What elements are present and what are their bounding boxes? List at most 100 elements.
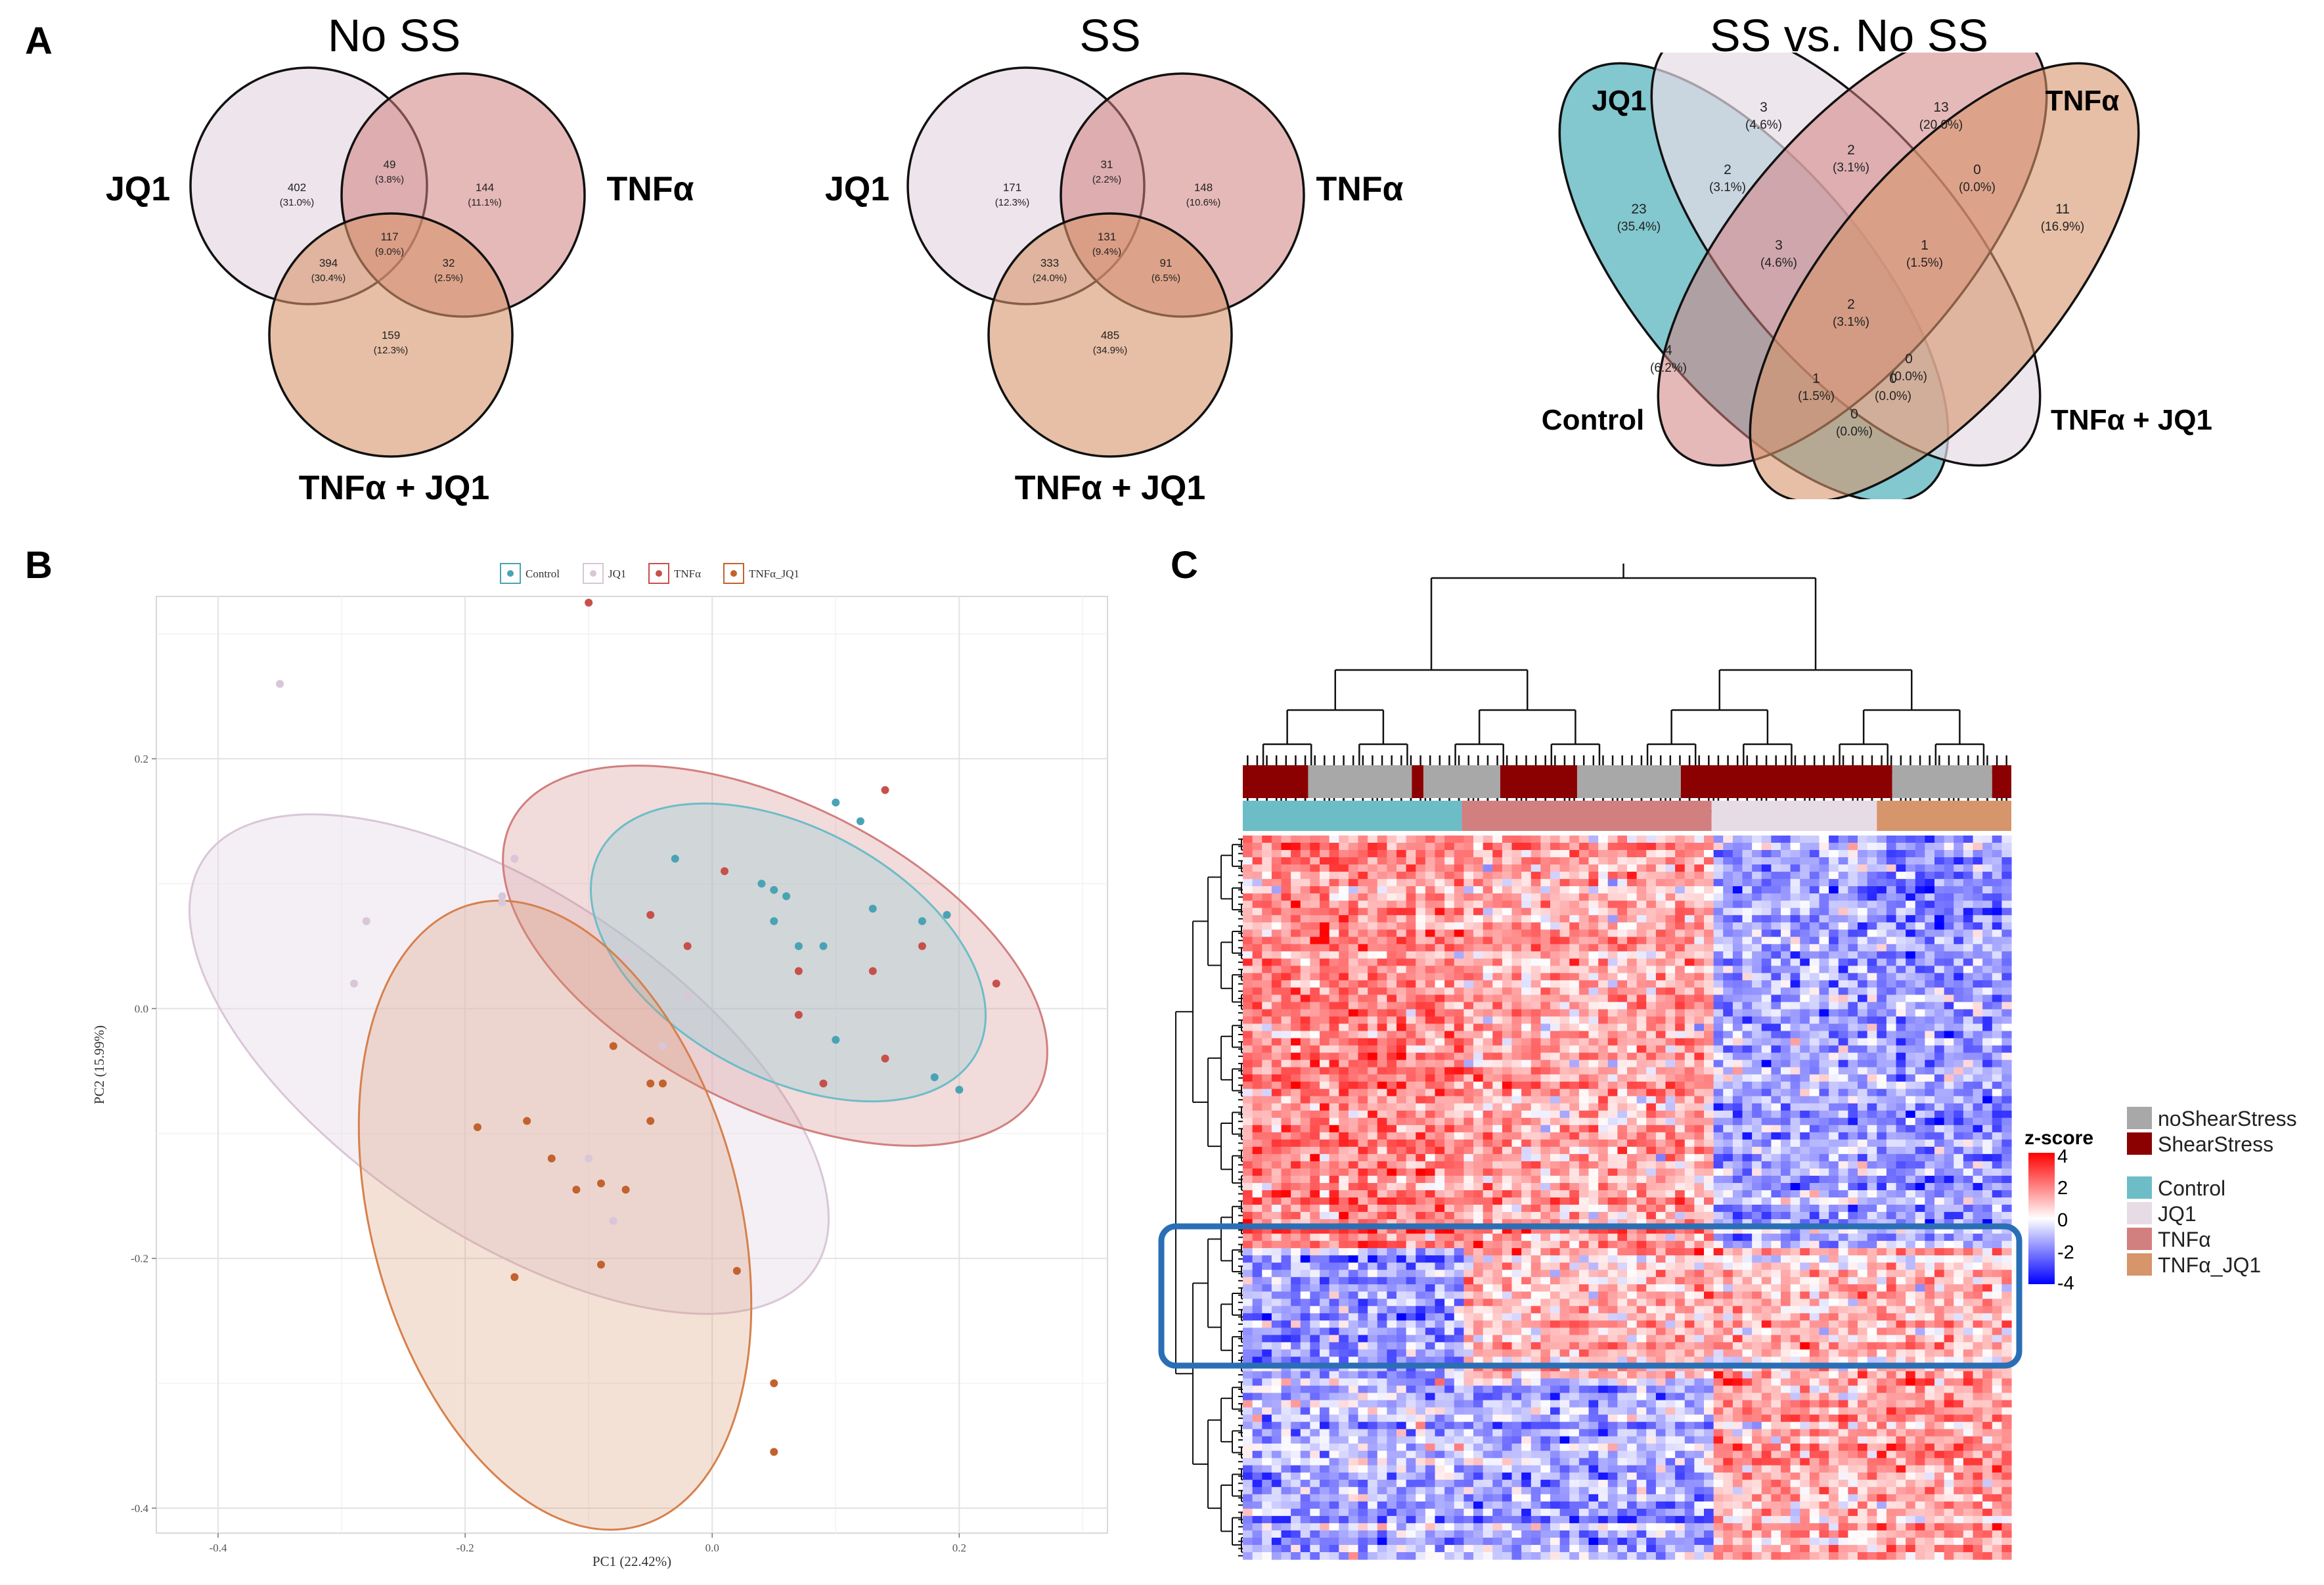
heatmap-cell	[1732, 893, 1743, 901]
heatmap-cell	[1559, 966, 1570, 973]
heatmap-cell	[1252, 1088, 1263, 1097]
heatmap-cell	[1982, 908, 1993, 916]
heatmap-cell	[1886, 994, 1897, 1003]
heatmap-cell	[1550, 1052, 1561, 1061]
heatmap-cell	[1559, 857, 1570, 865]
heatmap-cell	[1771, 1002, 1781, 1010]
heatmap-cell	[1569, 1153, 1580, 1162]
heatmap-cell	[1781, 1139, 1791, 1148]
heatmap-cell	[1752, 1182, 1762, 1191]
pca-point-jq1	[498, 898, 506, 906]
heatmap-cell	[1723, 1190, 1733, 1198]
heatmap-cell	[1521, 908, 1532, 916]
heatmap-cell	[1915, 843, 1925, 851]
heatmap-cell	[1377, 973, 1387, 981]
heatmap-cell	[1848, 1117, 1858, 1126]
heatmap-cell	[1531, 1110, 1541, 1119]
heatmap-cell	[1636, 1125, 1647, 1133]
pca-point-tnf-	[881, 1054, 889, 1063]
heatmap-cell	[1790, 980, 1800, 989]
heatmap-cell	[1320, 1096, 1330, 1104]
heatmap-cell	[1655, 1031, 1666, 1039]
heatmap-cell	[1627, 944, 1638, 952]
heatmap-cell	[1877, 879, 1887, 887]
heatmap-cell	[1867, 872, 1877, 880]
heatmap-cell	[1867, 1110, 1877, 1119]
heatmap-cell	[1291, 1190, 1301, 1198]
heatmap-cell	[1454, 958, 1464, 966]
heatmap-cell	[1800, 857, 1810, 865]
heatmap-cell	[1569, 973, 1580, 981]
heatmap-cell	[1416, 850, 1426, 858]
heatmap-cell	[1454, 1146, 1464, 1155]
heatmap-cell	[1483, 836, 1493, 843]
heatmap-cell	[1781, 864, 1791, 872]
heatmap-cell	[1300, 1197, 1310, 1205]
heatmap-cell	[1243, 1067, 1253, 1075]
heatmap-cell	[1992, 1139, 2002, 1148]
heatmap-cell	[1483, 1139, 1493, 1148]
heatmap-cell	[1675, 1060, 1686, 1068]
heatmap-cell	[1636, 1139, 1647, 1148]
heatmap-cell	[1954, 1016, 1964, 1025]
heatmap-cell	[1320, 1045, 1330, 1054]
heatmap-cell	[1636, 901, 1647, 908]
heatmap-cell	[1704, 1103, 1714, 1111]
heatmap-cell	[1617, 1002, 1628, 1010]
heatmap-cell	[1521, 1153, 1532, 1162]
heatmap-cell	[1867, 1161, 1877, 1169]
heatmap-cell	[1732, 973, 1743, 981]
heatmap-cell	[1848, 1168, 1858, 1176]
heatmap-cell	[1511, 1074, 1522, 1083]
heatmap-cell	[1809, 1088, 1820, 1097]
heatmap-cell	[1588, 937, 1599, 945]
heatmap-cell	[1598, 1175, 1609, 1184]
heatmap-cell	[1838, 922, 1848, 930]
heatmap-cell	[1761, 1009, 1772, 1017]
heatmap-cell	[1444, 1060, 1455, 1068]
heatmap-cell	[1320, 1081, 1330, 1090]
heatmap-cell	[1848, 857, 1858, 865]
heatmap-cell	[1982, 1096, 1993, 1104]
heatmap-cell	[1569, 944, 1580, 952]
heatmap-cell	[1262, 893, 1272, 901]
heatmap-cell	[1300, 843, 1310, 851]
venn-region-count: 171	[1003, 181, 1021, 194]
heatmap-cell	[1425, 857, 1436, 865]
heatmap-cell	[1310, 864, 1320, 872]
heatmap-cell	[1397, 886, 1407, 894]
heatmap-cell	[1665, 1182, 1676, 1191]
heatmap-cell	[1559, 1146, 1570, 1155]
pca-x-tick-label: 0.2	[952, 1542, 966, 1554]
heatmap-cell	[1473, 1153, 1484, 1162]
heatmap-cell	[1934, 1016, 1945, 1025]
heatmap-cell	[1858, 1074, 1868, 1083]
heatmap-cell	[1511, 1110, 1522, 1119]
heatmap-cell	[1243, 857, 1253, 865]
heatmap-cell	[1300, 1103, 1310, 1111]
heatmap-cell	[1416, 886, 1426, 894]
heatmap-cell	[1636, 1132, 1647, 1140]
heatmap-cell	[1713, 1088, 1724, 1097]
heatmap-cell	[1320, 1074, 1330, 1083]
heatmap-cell	[1790, 864, 1800, 872]
heatmap-cell	[1684, 1088, 1695, 1097]
heatmap-cell	[1627, 980, 1638, 989]
heatmap-cell	[1329, 872, 1339, 880]
heatmap-cell	[1416, 857, 1426, 865]
heatmap-cell	[1838, 1168, 1848, 1176]
pca-point-tnf-	[794, 967, 803, 975]
heatmap-cell	[1502, 1088, 1513, 1097]
heatmap-cell	[1492, 915, 1503, 923]
heatmap-cell	[1368, 973, 1378, 981]
heatmap-cell	[1944, 1168, 1954, 1176]
heatmap-cell	[1934, 1052, 1945, 1061]
heatmap-cell	[1761, 908, 1772, 916]
heatmap-cell	[1348, 1016, 1359, 1025]
heatmap-cell	[1809, 850, 1820, 858]
venn-region-count: 0	[1850, 407, 1858, 422]
heatmap-cell	[1896, 987, 1906, 996]
heatmap-cell	[1502, 886, 1513, 894]
venn-region-pct: (24.0%)	[1033, 273, 1067, 284]
heatmap-cell	[1982, 1132, 1993, 1140]
